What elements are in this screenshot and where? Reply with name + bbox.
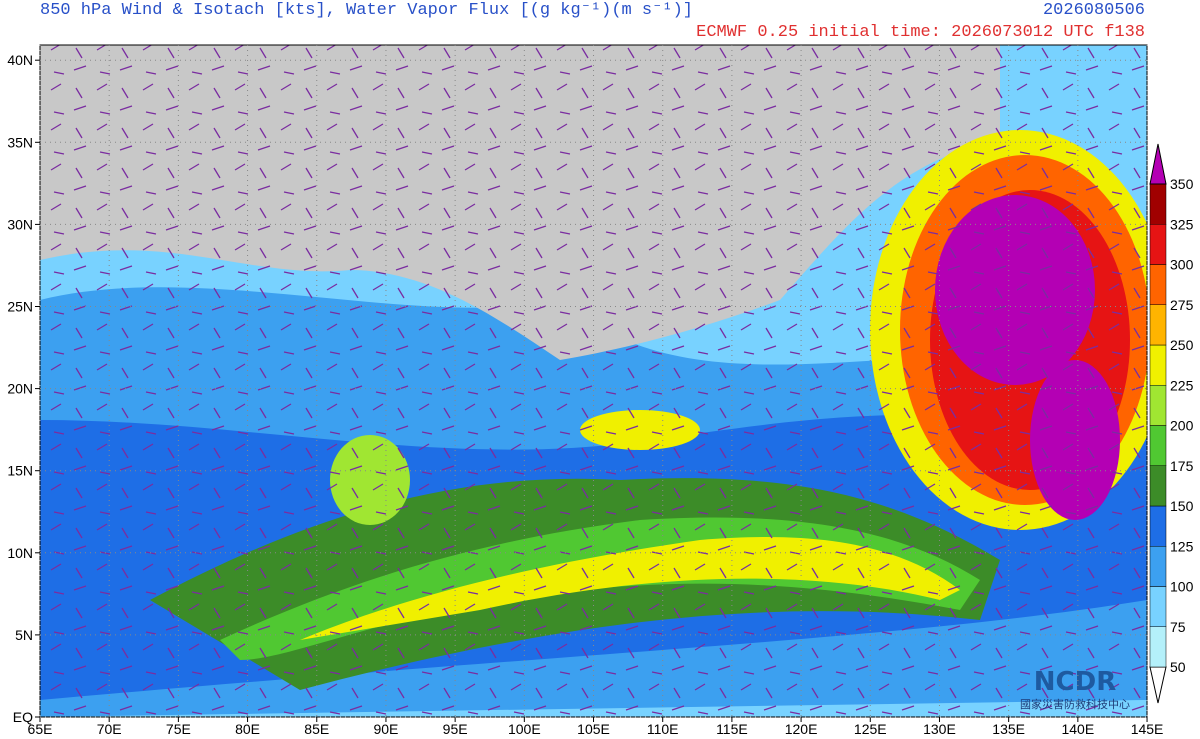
lon-label: 70E — [97, 721, 122, 737]
colorbar-label: 300 — [1170, 257, 1194, 273]
lon-label: 115E — [716, 721, 748, 737]
colorbar-low — [1149, 666, 1167, 704]
colorbar-label: 100 — [1170, 579, 1194, 595]
colorbar-label: 50 — [1170, 659, 1186, 675]
subtitle: ECMWF 0.25 initial time: 2026073012 UTC … — [696, 23, 1145, 42]
colorbar-label: 75 — [1170, 619, 1186, 635]
lat-label: 5N — [15, 627, 33, 643]
logo-name: NCDR — [1034, 667, 1116, 697]
lon-label: 125E — [854, 721, 887, 737]
lon-label: 110E — [647, 721, 679, 737]
map-field — [40, 45, 1147, 717]
colorbar-box — [1149, 505, 1167, 547]
lon-label: 135E — [992, 721, 1025, 737]
lon-label: 105E — [577, 721, 610, 737]
colorbar-box — [1149, 304, 1167, 346]
colorbar-box — [1149, 344, 1167, 386]
colorbar-label: 275 — [1170, 297, 1194, 313]
lon-label: 65E — [28, 721, 53, 737]
valid-time: 2026080506 — [1043, 1, 1145, 20]
colorbar-label: 150 — [1170, 498, 1194, 514]
colorbar-box — [1149, 425, 1167, 466]
colorbar-high — [1149, 143, 1167, 185]
colorbar-box — [1149, 586, 1167, 627]
lat-label: 10N — [7, 545, 33, 561]
colorbar-box — [1149, 626, 1167, 668]
colorbar-label: 350 — [1170, 176, 1194, 192]
colorbar-label: 325 — [1170, 216, 1194, 232]
lon-label: 130E — [923, 721, 956, 737]
lon-label: 95E — [443, 721, 468, 737]
lon-label: 90E — [373, 721, 398, 737]
lon-label: 145E — [1131, 721, 1164, 737]
lat-label: 25N — [7, 299, 33, 315]
lat-label: 15N — [7, 463, 33, 479]
title: 850 hPa Wind & Isotach [kts], Water Vapo… — [40, 1, 693, 20]
lat-label: 20N — [7, 381, 33, 397]
lon-label: 140E — [1061, 721, 1094, 737]
colorbar-label: 250 — [1170, 337, 1194, 353]
lat-label: 35N — [7, 134, 33, 150]
colorbar-box — [1149, 546, 1167, 587]
colorbar-box — [1149, 183, 1167, 225]
lon-label: 75E — [166, 721, 191, 737]
lon-label: 80E — [235, 721, 260, 737]
colorbar-box — [1149, 385, 1167, 426]
lat-label: 30N — [7, 216, 33, 232]
colorbar-box — [1149, 224, 1167, 265]
colorbar-label: 225 — [1170, 377, 1194, 393]
colorbar-box — [1149, 465, 1167, 507]
colorbar-label: 125 — [1170, 538, 1194, 554]
lat-label: EQ — [13, 709, 33, 725]
lon-label: 100E — [508, 721, 541, 737]
lon-label: 120E — [785, 721, 818, 737]
colorbar-box — [1149, 264, 1167, 305]
colorbar-label: 175 — [1170, 458, 1194, 474]
colorbar-label: 200 — [1170, 418, 1194, 434]
lat-label: 40N — [7, 52, 33, 68]
lon-label: 85E — [304, 721, 329, 737]
logo-org: 國家災害防救科技中心 — [1020, 697, 1130, 711]
